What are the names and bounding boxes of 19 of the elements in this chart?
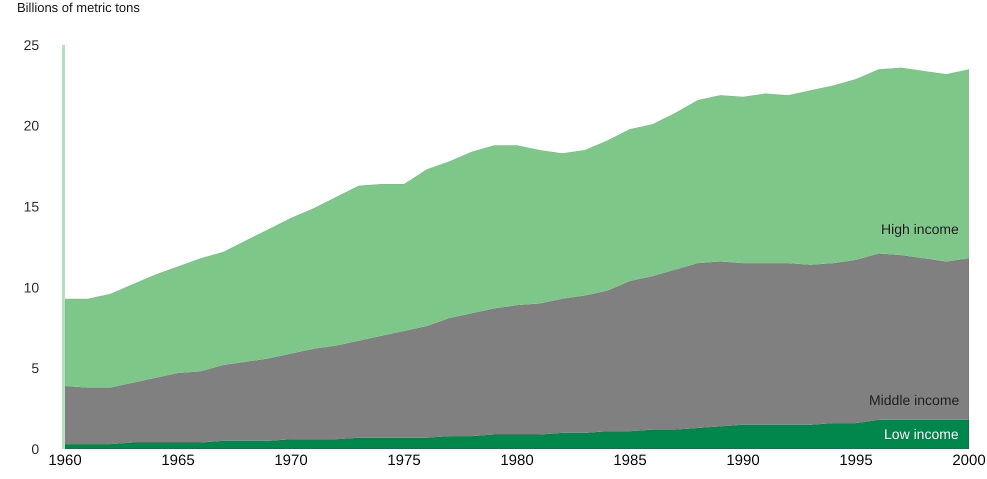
y-tick-label: 20 [24,118,40,134]
x-tick-label: 1965 [161,452,195,469]
x-tick-label: 1980 [500,452,534,469]
y-tick-label: 0 [31,440,40,457]
y-tick-label: 5 [31,360,40,376]
y-tick-label: 10 [24,279,40,296]
x-tick-label: 1985 [613,452,647,469]
series-label: Middle income [869,392,960,408]
y-axis-title: Billions of metric tons [17,0,140,15]
series-label: High income [881,221,960,237]
x-tick-label: 1975 [387,452,421,469]
x-tick-label: 1995 [839,452,873,469]
x-tick-label: 2000 [952,452,986,469]
x-tick-label: 1960 [48,452,82,469]
x-tick-label: 1990 [726,452,760,469]
series-label: Low income [884,426,959,442]
x-tick-label: 1970 [274,452,308,469]
y-tick-label: 15 [24,198,40,214]
y-tick-label: 25 [24,36,40,53]
